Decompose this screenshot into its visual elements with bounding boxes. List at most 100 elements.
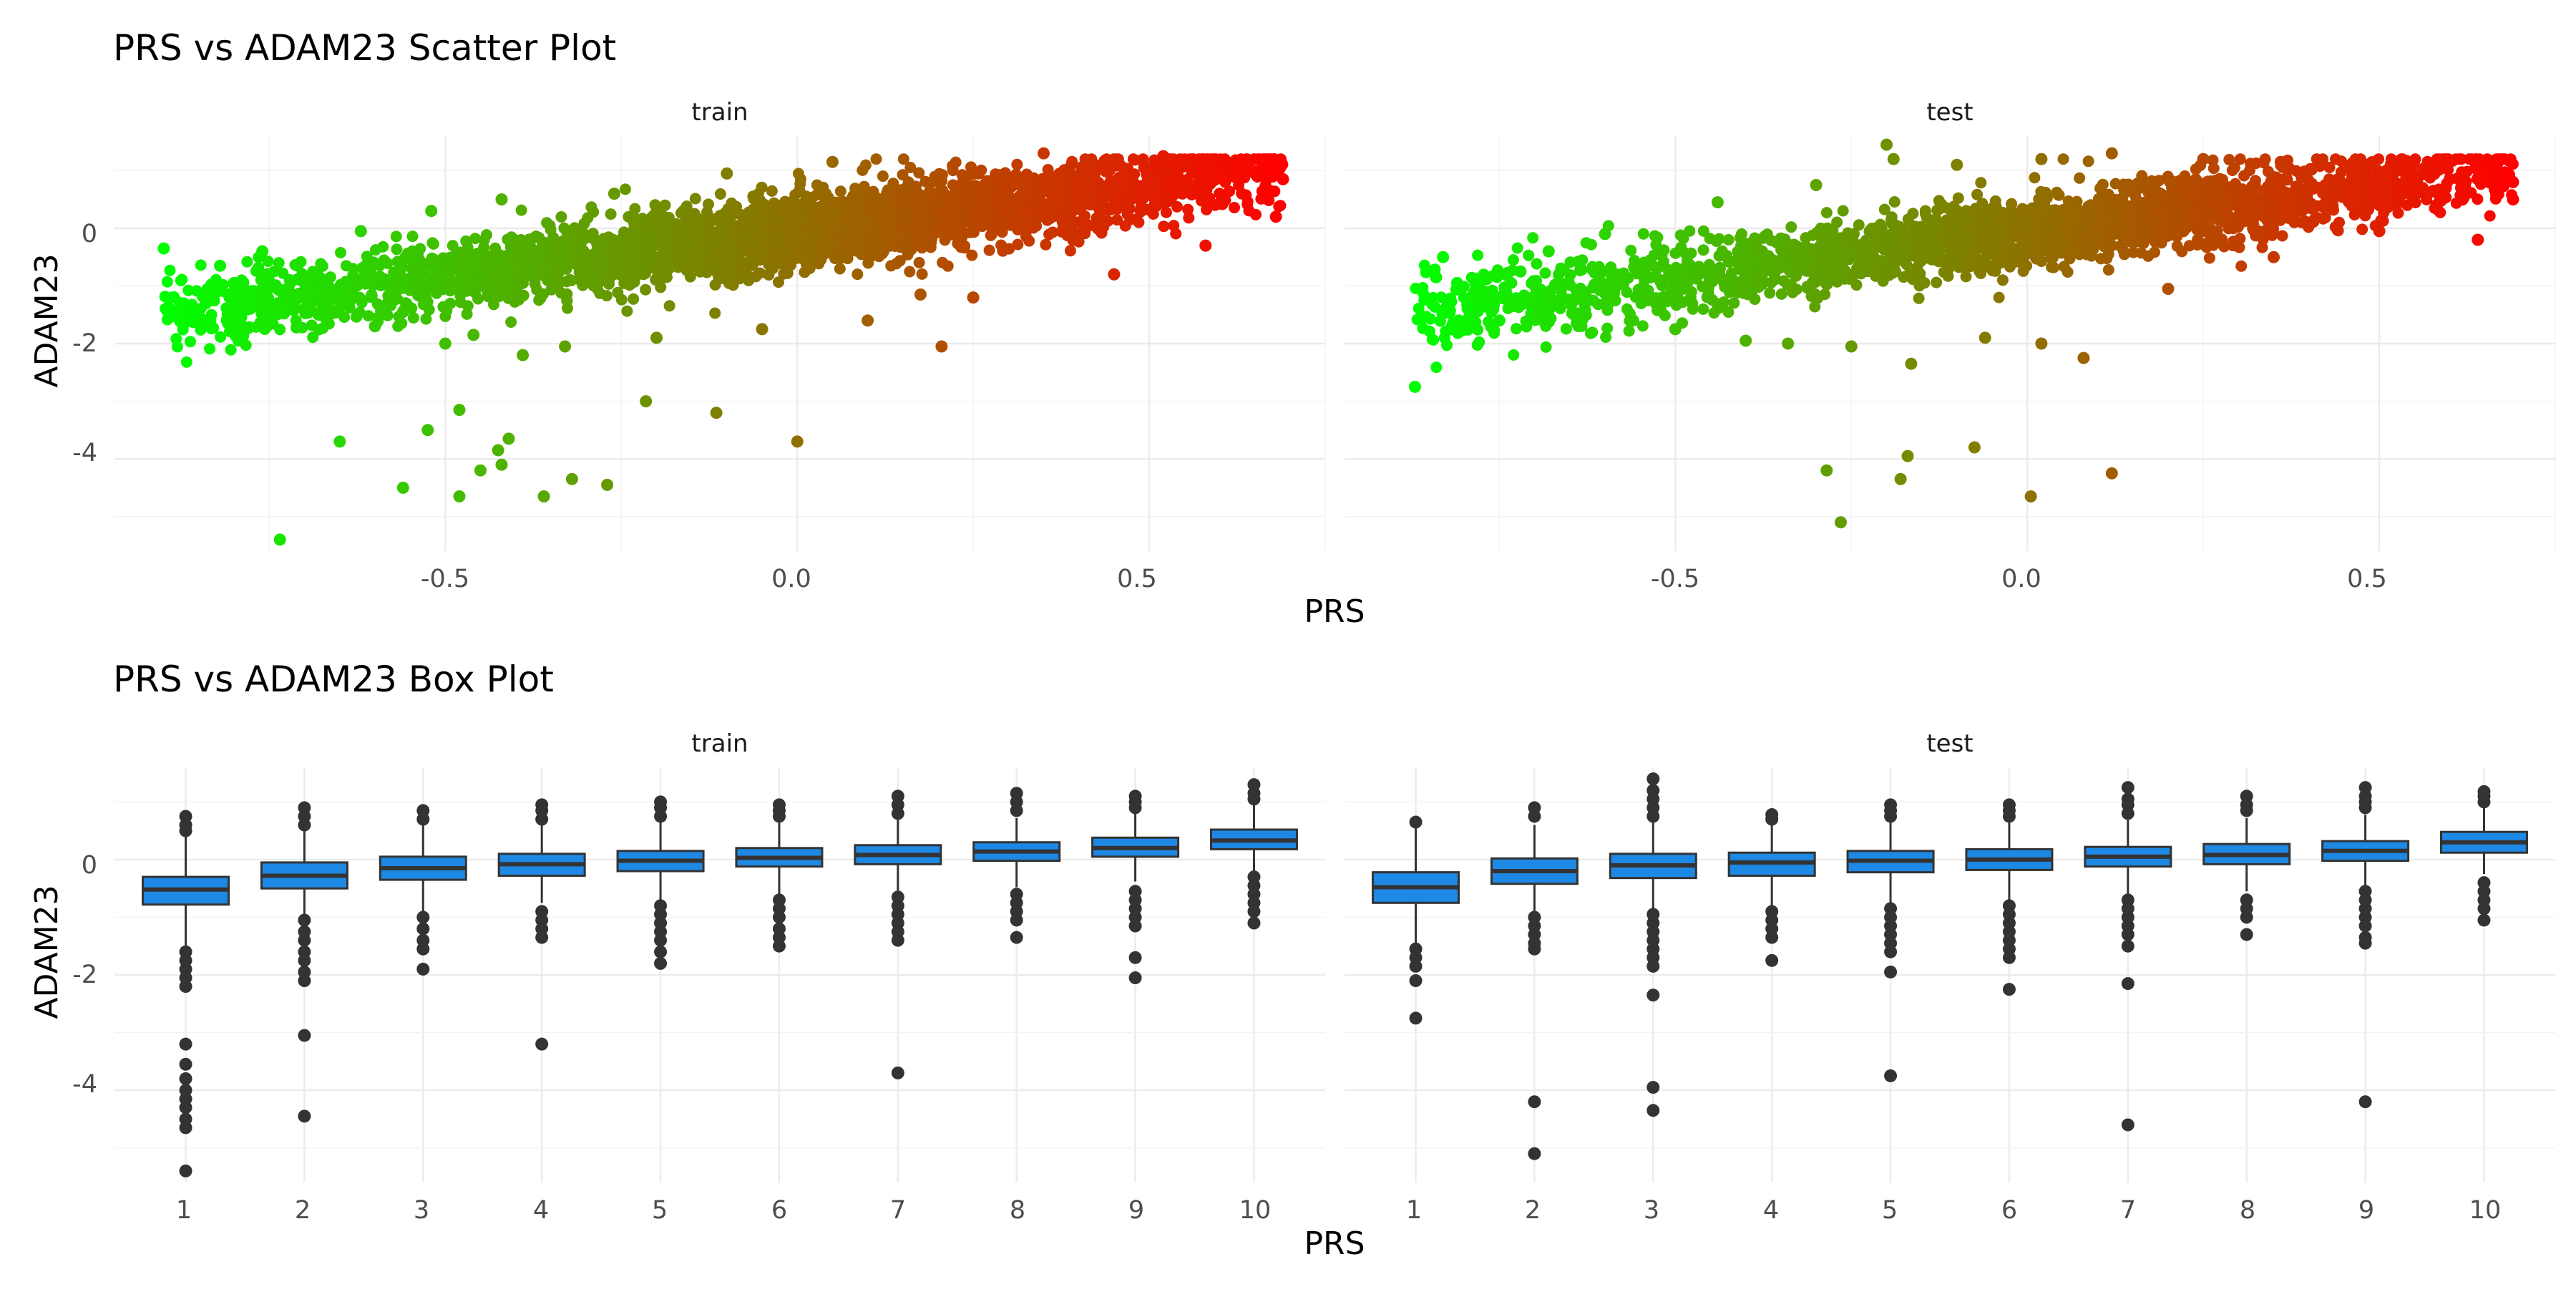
scatter-point (555, 211, 567, 223)
scatter-point (996, 197, 1008, 208)
scatter-point (444, 285, 456, 296)
scatter-point (566, 473, 578, 485)
scatter-point (600, 274, 611, 286)
scatter-point (1108, 268, 1120, 281)
scatter-point (935, 341, 947, 353)
scatter-point (966, 193, 977, 205)
scatter-point (771, 220, 782, 231)
scatter-point (218, 286, 229, 297)
scatter-point (1131, 213, 1142, 225)
scatter-point (263, 256, 274, 267)
scatter-point (977, 188, 988, 199)
scatter-point (1195, 185, 1206, 197)
scatter-point (195, 259, 207, 271)
scatter-point (1214, 188, 1225, 199)
scatter-point (181, 356, 192, 368)
scatter-point (1060, 209, 1072, 220)
scatter-point (995, 174, 1007, 185)
scatter-point (462, 309, 473, 320)
scatter-point (2260, 153, 2271, 165)
scatter-point (1638, 228, 1649, 240)
scatter-point (862, 314, 874, 326)
scatter-point (640, 395, 652, 407)
scatter-point (619, 228, 630, 239)
scatter-point (679, 255, 691, 266)
scatter-point (717, 273, 728, 284)
scatter-point (925, 202, 937, 213)
scatter-point (2386, 153, 2397, 165)
scatter-point (370, 244, 381, 256)
scatter-point (2074, 173, 2085, 184)
scatter-point (669, 235, 680, 247)
scatter-point (2103, 264, 2114, 276)
scatter-point (396, 276, 407, 287)
scatter-point (375, 301, 386, 313)
scatter-point (788, 203, 799, 215)
scatter-point (2489, 184, 2500, 195)
scatter-point (712, 226, 723, 238)
scatter-point (1821, 207, 1833, 218)
scatter-point (369, 275, 380, 286)
scatter-point (1012, 239, 1023, 251)
scatter-point (381, 258, 393, 269)
scatter-point (262, 268, 273, 279)
scatter-point (351, 281, 362, 292)
scatter-point (1158, 188, 1170, 200)
scatter-point (1687, 303, 1699, 315)
scatter-point (531, 284, 542, 296)
scatter-point (1508, 254, 1519, 266)
scatter-point (776, 202, 787, 213)
scatter-point (852, 225, 864, 237)
scatter-point (616, 294, 628, 306)
scatter-point (1088, 167, 1100, 178)
scatter-point (439, 338, 452, 350)
scatter-point (492, 253, 503, 264)
scatter-point (590, 275, 601, 286)
scatter-point (313, 309, 325, 321)
scatter-point (937, 169, 948, 180)
scatter-point (397, 482, 409, 494)
scatter-point (250, 266, 262, 277)
scatter-point (1002, 183, 1014, 194)
scatter-point (1111, 153, 1123, 165)
scatter-point (1418, 323, 1429, 334)
scatter-point (413, 261, 424, 272)
scatter-point (562, 303, 573, 314)
scatter-point (1079, 210, 1091, 222)
scatter-point (225, 344, 237, 356)
scatter-point (756, 323, 769, 335)
scatter-point (587, 233, 598, 244)
scatter-point (692, 230, 703, 242)
scatter-point (835, 253, 847, 264)
scatter-point (1263, 188, 1275, 200)
scatter-point (214, 260, 226, 272)
scatter-point (574, 274, 585, 286)
scatter-point (1274, 200, 1286, 211)
scatter-point (1122, 193, 1133, 205)
scatter-point (834, 263, 846, 275)
scatter-point (939, 205, 950, 216)
scatter-point (185, 336, 196, 347)
scatter-point (625, 271, 637, 283)
scatter-point (492, 445, 504, 457)
scatter-point (502, 234, 513, 246)
scatter-point (620, 183, 631, 195)
scatter-point (947, 160, 958, 172)
scatter-point (773, 276, 784, 288)
scatter-point (899, 241, 911, 252)
scatter-point (391, 230, 402, 242)
scatter-point (402, 248, 414, 259)
scatter-point (917, 242, 928, 253)
scatter-point (1170, 228, 1181, 240)
scatter-test-points (1409, 139, 2519, 529)
scatter-facet-label-test: test (1926, 98, 1973, 127)
scatter-point (1417, 282, 1428, 293)
scatter-point (454, 290, 466, 301)
scatter-point (396, 261, 408, 273)
scatter-point (768, 256, 779, 267)
scatter-point (1092, 223, 1103, 235)
scatter-point (987, 215, 999, 227)
scatter-point (265, 313, 277, 324)
scatter-point (469, 233, 481, 244)
scatter-point (955, 241, 967, 253)
